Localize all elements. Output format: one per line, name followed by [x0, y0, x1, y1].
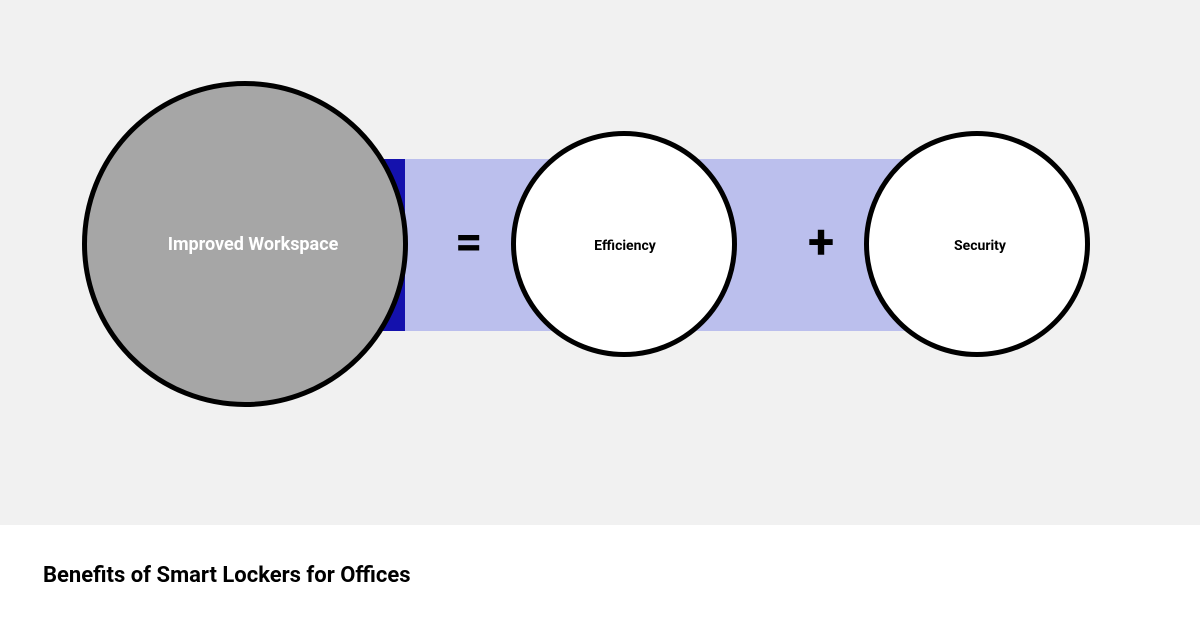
figure-caption: Benefits of Smart Lockers for Offices [43, 563, 411, 588]
canvas: = + Improved Workspace Efficiency Securi… [0, 0, 1200, 630]
component-label-1: Efficiency [560, 238, 690, 254]
plus-operator: + [808, 218, 834, 266]
equals-operator: = [455, 218, 483, 266]
component-label-2: Security [915, 238, 1045, 254]
result-label: Improved Workspace [128, 234, 378, 255]
diagram-area: = + Improved Workspace Efficiency Securi… [0, 0, 1200, 525]
